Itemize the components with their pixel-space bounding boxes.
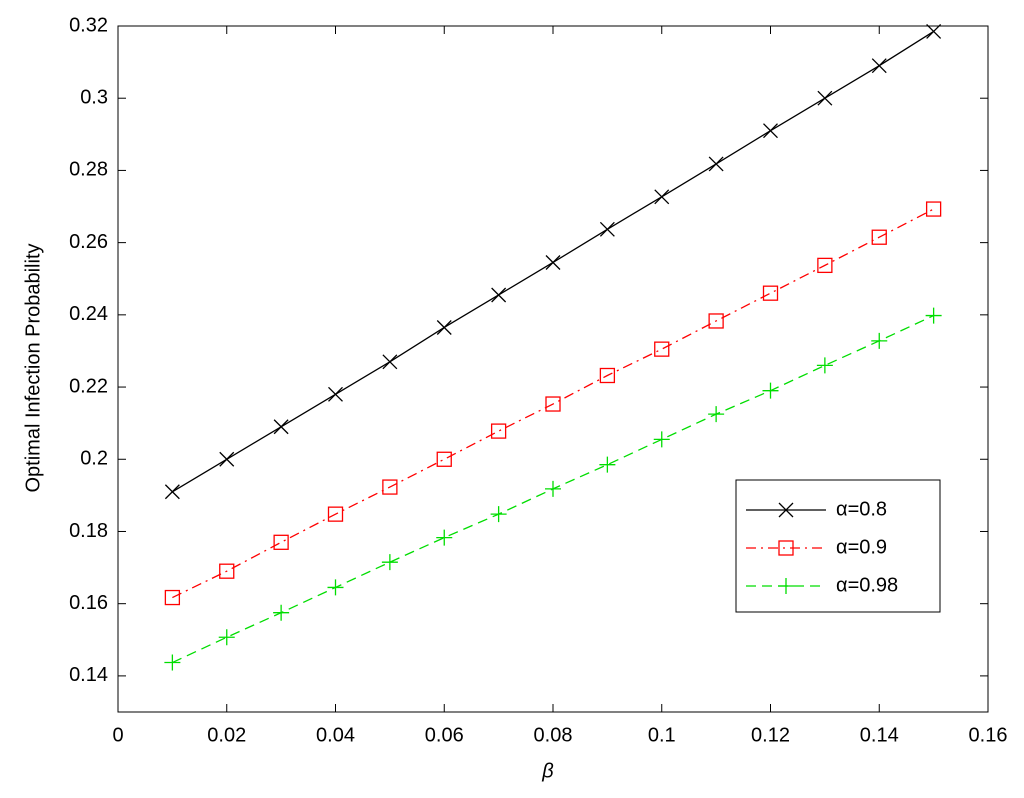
marker <box>545 480 561 497</box>
series-line <box>172 208 934 599</box>
marker <box>708 313 724 329</box>
marker <box>871 229 887 245</box>
marker <box>778 502 794 518</box>
marker <box>599 367 616 384</box>
marker <box>382 479 398 495</box>
marker <box>871 58 887 74</box>
marker <box>926 23 942 39</box>
x-tick-label: 0.04 <box>316 724 355 746</box>
legend-label: α=0.9 <box>836 536 887 558</box>
legend-label: α=0.8 <box>836 498 887 520</box>
y-tick-label: 0.24 <box>69 303 108 325</box>
marker <box>382 354 398 370</box>
x-tick-label: 0.02 <box>207 724 246 746</box>
marker <box>491 287 507 303</box>
marker <box>762 382 779 399</box>
marker <box>164 589 181 606</box>
y-tick-label: 0.3 <box>80 86 108 108</box>
marker <box>436 529 453 546</box>
marker <box>871 332 888 349</box>
marker <box>763 123 778 139</box>
marker <box>654 189 670 205</box>
marker <box>273 419 289 435</box>
x-tick-label: 0.14 <box>860 724 899 746</box>
x-tick-label: 0.12 <box>751 724 790 746</box>
marker <box>381 554 398 571</box>
y-tick-label: 0.32 <box>69 14 108 36</box>
marker <box>273 534 289 550</box>
y-tick-label: 0.22 <box>69 375 108 397</box>
marker <box>817 90 833 106</box>
marker <box>925 307 942 324</box>
marker <box>327 579 344 596</box>
marker <box>218 629 235 646</box>
y-tick-label: 0.26 <box>69 231 108 253</box>
y-tick-label: 0.2 <box>80 448 108 470</box>
marker <box>164 484 180 500</box>
marker <box>545 255 561 270</box>
marker <box>219 563 235 579</box>
marker <box>164 654 181 671</box>
marker <box>436 451 452 467</box>
marker <box>778 540 794 556</box>
legend-box <box>735 479 941 613</box>
x-tick-label: 0.08 <box>534 724 573 746</box>
x-tick-label: 0.06 <box>425 724 464 746</box>
y-tick-label: 0.16 <box>69 592 108 614</box>
y-axis-label: Optimal Infection Probability <box>22 243 44 492</box>
marker <box>328 386 343 402</box>
marker <box>817 257 833 274</box>
marker <box>599 456 616 473</box>
marker <box>436 320 452 335</box>
y-tick-label: 0.28 <box>69 159 108 181</box>
marker <box>708 406 725 423</box>
marker <box>273 604 290 621</box>
y-tick-label: 0.18 <box>69 520 108 542</box>
marker <box>219 451 235 467</box>
marker <box>708 156 724 172</box>
marker <box>925 201 942 217</box>
marker <box>778 578 794 594</box>
marker <box>490 506 507 523</box>
marker <box>545 396 561 412</box>
x-tick-label: 0 <box>112 724 123 746</box>
marker <box>816 357 833 374</box>
marker <box>599 221 615 237</box>
y-tick-label: 0.14 <box>69 664 108 686</box>
marker <box>653 431 670 448</box>
marker <box>327 506 344 522</box>
marker <box>762 285 779 301</box>
x-tick-label: 0.16 <box>969 724 1008 746</box>
x-tick-label: 0.1 <box>648 724 676 746</box>
marker <box>654 341 670 357</box>
legend-label: α=0.98 <box>836 574 898 596</box>
x-axis-label: β <box>541 760 553 782</box>
marker <box>490 423 507 439</box>
